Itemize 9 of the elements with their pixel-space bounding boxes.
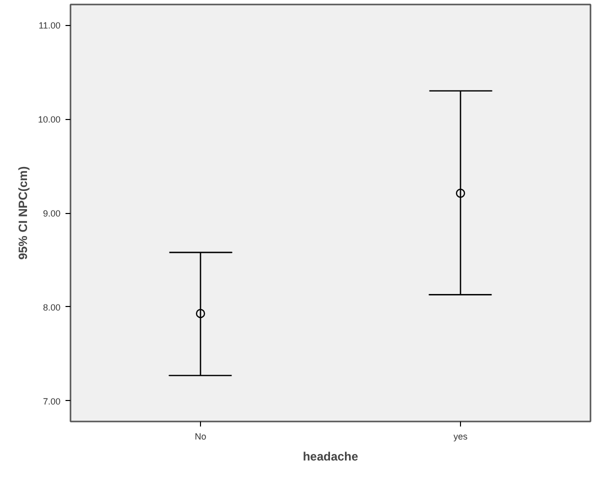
y-tick-label: 8.00 [42, 302, 61, 312]
y-tick-label: 10.00 [38, 114, 61, 125]
y-tick-label: 7.00 [42, 396, 61, 406]
y-tick-label: 11.00 [38, 20, 61, 31]
x-tick-label: yes [453, 432, 468, 442]
y-tick-label: 9.00 [42, 208, 61, 218]
x-tick-label: No [194, 432, 206, 442]
x-axis-title: headache [302, 450, 359, 464]
y-axis-title: 95% CI NPC(cm) [16, 166, 30, 260]
